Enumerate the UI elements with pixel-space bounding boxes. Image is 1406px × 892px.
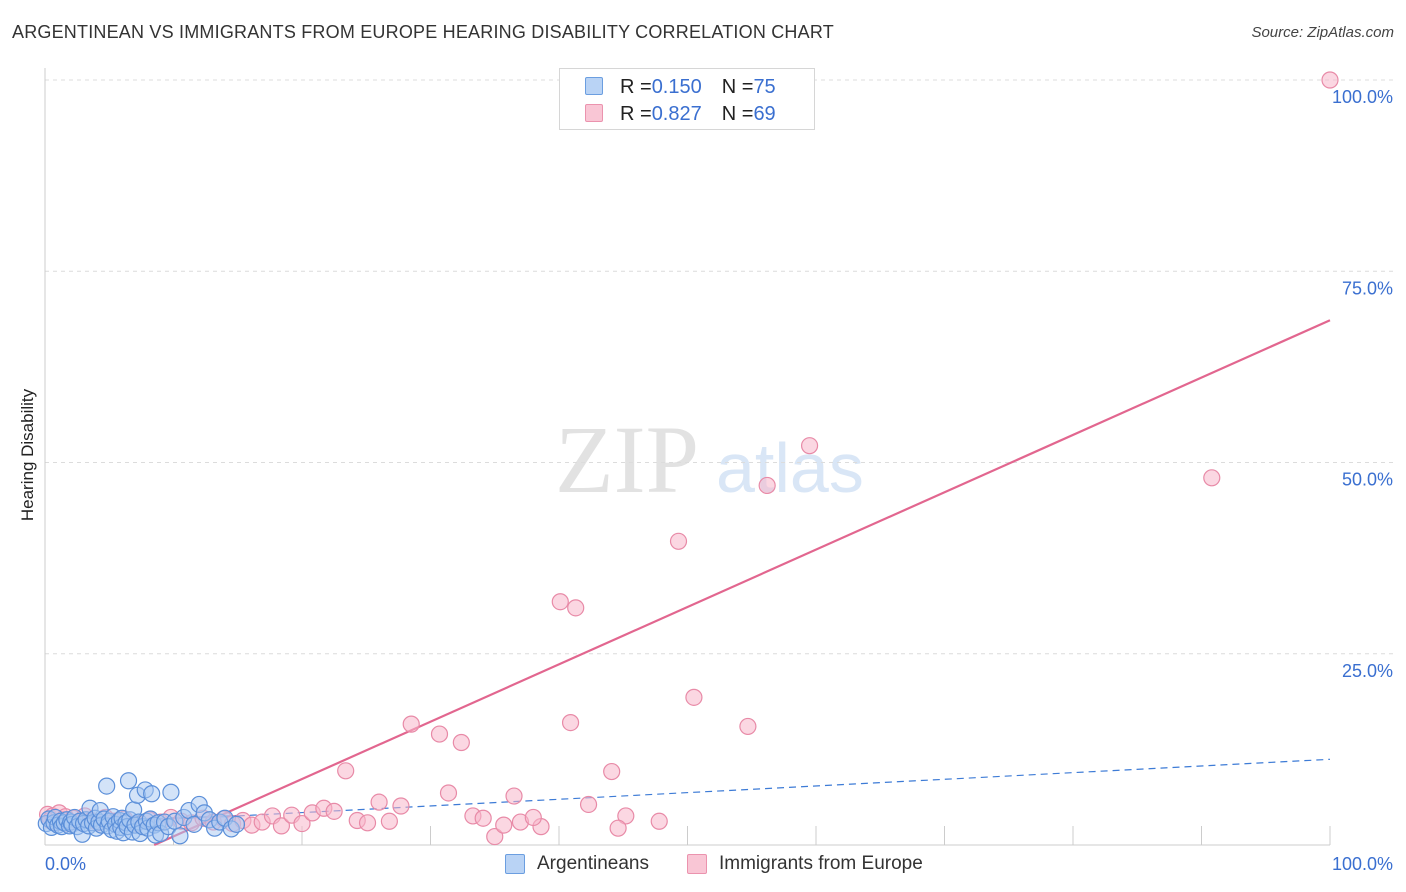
immigrants-point	[272, 817, 291, 835]
argentineans-point	[227, 815, 246, 833]
legend-swatch-blue	[585, 77, 603, 95]
immigrants-point	[358, 814, 377, 832]
immigrants-point	[800, 437, 819, 455]
legend-n-value: 69	[753, 102, 776, 125]
legend-n-label: N =	[721, 102, 754, 125]
watermark-zip: ZIP	[555, 406, 699, 513]
immigrants-point	[739, 717, 757, 736]
legend-row-argentineans: R = 0.150 N = 75	[585, 75, 776, 99]
immigrants-point	[293, 814, 311, 833]
immigrants-point	[402, 715, 420, 733]
tick-labels: 25.0% 50.0% 75.0% 100.0% 0.0% 100.0%	[45, 87, 1393, 874]
immigrants-point	[1203, 469, 1221, 487]
data-points	[37, 71, 1339, 846]
immigrants-point	[439, 784, 458, 802]
argentineans-point	[185, 815, 203, 833]
legend-r-value: 0.150	[651, 75, 702, 98]
argentineans-point	[143, 785, 161, 803]
immigrants-point	[603, 762, 621, 781]
immigrants-point	[430, 725, 449, 743]
immigrants-point	[370, 793, 388, 811]
bottom-legend-label: Immigrants from Europe	[719, 853, 923, 874]
immigrants-point	[685, 688, 703, 706]
legend-swatch-pink	[585, 104, 603, 122]
immigrants-point	[567, 599, 585, 617]
immigrants-point	[452, 733, 470, 752]
immigrants-point	[380, 812, 398, 830]
immigrants-point	[1321, 71, 1339, 89]
y-tick-label: 50.0%	[1342, 470, 1393, 490]
bottom-legend-label: Argentineans	[537, 853, 649, 874]
x-tick-label: 0.0%	[45, 854, 86, 874]
y-tick-label: 75.0%	[1342, 278, 1393, 298]
immigrants-point	[758, 476, 776, 495]
grid	[45, 79, 1395, 655]
immigrants-point	[551, 593, 569, 611]
bottom-legend-immigrants: Immigrants from Europe	[687, 851, 923, 877]
source-label: Source: ZipAtlas.com	[1251, 24, 1394, 41]
immigrants-point	[474, 809, 492, 827]
immigrants-point	[561, 713, 580, 732]
watermark-atlas: atlas	[716, 429, 864, 507]
axes	[44, 68, 1331, 846]
legend-r-value: 0.827	[651, 102, 702, 125]
bottom-legend-swatch-blue	[505, 854, 525, 874]
legend-r-label: R =	[620, 102, 652, 125]
bottom-legend-swatch-pink	[687, 854, 707, 874]
bottom-legend-argentineans: Argentineans	[505, 851, 649, 877]
trendlines	[44, 319, 1331, 847]
argentineans-point	[119, 772, 138, 790]
correlation-legend: R = 0.150 N = 75 R = 0.827 N = 69	[559, 68, 815, 130]
argentineans-trendline-dashed	[237, 758, 1331, 817]
argentineans-point	[162, 783, 180, 801]
argentineans-point	[171, 827, 189, 845]
chart-title: ARGENTINEAN VS IMMIGRANTS FROM EUROPE HE…	[12, 22, 834, 42]
legend-n-value: 75	[753, 75, 776, 98]
immigrants-point	[617, 807, 635, 825]
y-axis-title: Hearing Disability	[18, 388, 37, 522]
argentineans-point	[98, 777, 116, 795]
legend-row-immigrants: R = 0.827 N = 69	[585, 102, 776, 126]
x-tick-label: 100.0%	[1332, 854, 1393, 874]
immigrants-point	[669, 532, 688, 550]
immigrants-point	[325, 802, 343, 820]
immigrants-point	[495, 816, 513, 834]
immigrants-point	[392, 797, 410, 815]
legend-r-label: R =	[620, 75, 652, 98]
immigrants-point	[505, 787, 523, 805]
y-tick-label: 100.0%	[1332, 87, 1393, 107]
immigrants-point	[337, 762, 355, 780]
immigrants-point	[486, 827, 504, 846]
y-tick-label: 25.0%	[1342, 661, 1393, 681]
immigrants-point	[579, 795, 598, 814]
immigrants-point	[524, 808, 542, 827]
legend-n-label: N =	[721, 75, 754, 98]
immigrants-point	[609, 819, 627, 837]
immigrants-trendline	[153, 319, 1331, 847]
immigrants-point	[650, 812, 668, 830]
